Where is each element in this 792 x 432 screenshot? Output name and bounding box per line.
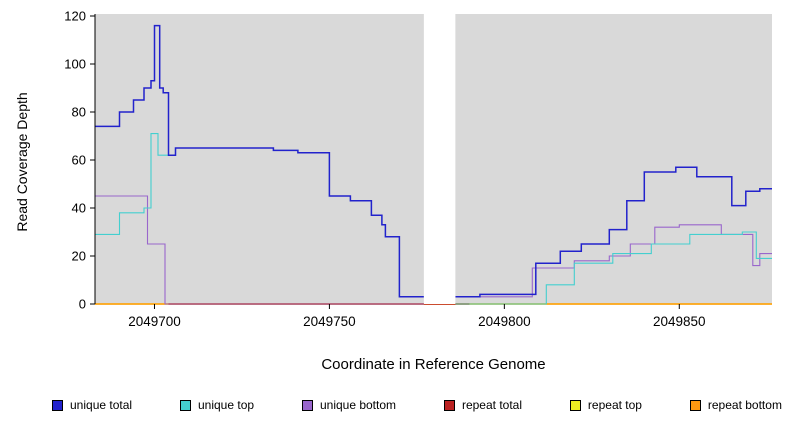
y-tick-label: 120: [64, 9, 86, 24]
plot-area: 0 20 40 60 80 100 120 2049700 2049750 2049800 2049…: [64, 9, 772, 329]
series-unique-total: [95, 24, 424, 298]
legend-item-unique-top: unique top: [179, 398, 255, 412]
y-tick-label: 100: [64, 57, 86, 72]
legend-swatch-icon: [569, 399, 581, 411]
y-tick-label: 40: [72, 201, 86, 216]
legend-item-repeat-total: repeat total: [443, 398, 522, 412]
legend-label: repeat top: [587, 398, 642, 412]
legend-item-unique-total: unique total: [52, 398, 132, 412]
y-tick-label: 60: [72, 153, 86, 168]
x-tick-label: 2049700: [128, 314, 181, 329]
legend-swatch-icon: [52, 399, 63, 411]
series-unique-top: [455, 231, 772, 305]
y-tick-label: 20: [72, 249, 86, 264]
y-tick-label: 80: [72, 105, 86, 120]
legend-swatch-icon: [689, 399, 701, 411]
legend-label: repeat bottom: [707, 398, 782, 412]
x-tick-label: 2049800: [478, 314, 531, 329]
series-unique-total: [455, 166, 772, 298]
legend-item-repeat-bottom: repeat bottom: [689, 398, 782, 412]
y-axis-label: Read Coverage Depth: [14, 92, 30, 232]
x-tick-label: 2049750: [303, 314, 356, 329]
legend-label: unique top: [197, 398, 255, 412]
series-unique-bottom: [95, 195, 424, 305]
legend-item-unique-bottom: unique bottom: [301, 398, 397, 412]
legend-swatch-icon: [179, 399, 191, 411]
legend-label: unique total: [70, 398, 133, 412]
legend-swatch-icon: [443, 399, 455, 411]
legend-item-repeat-top: repeat top: [569, 398, 642, 412]
x-tick-label: 2049850: [653, 314, 706, 329]
x-axis-label: Coordinate in Reference Genome: [321, 356, 546, 373]
legend-label: repeat total: [461, 398, 522, 412]
legend-swatch-icon: [301, 399, 313, 411]
legend: unique total unique top unique bottom repea…: [52, 398, 782, 412]
legend-label: unique bottom: [319, 398, 397, 412]
y-tick-label: 0: [79, 297, 86, 312]
no-data-gap: [423, 12, 456, 304]
